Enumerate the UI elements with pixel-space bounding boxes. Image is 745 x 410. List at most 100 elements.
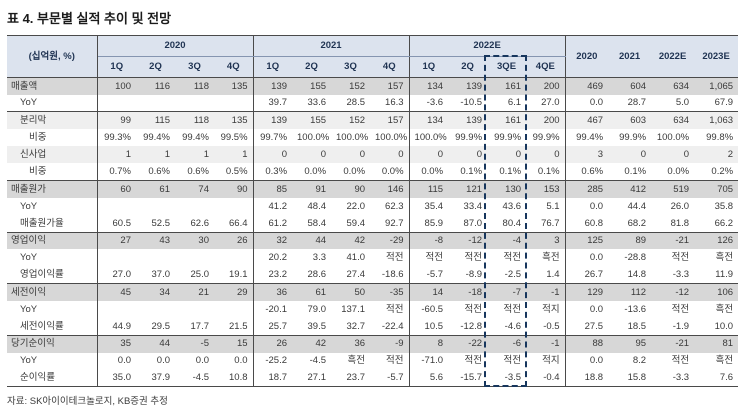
value-cell: 1.4 — [526, 266, 566, 284]
value-cell: -22 — [448, 334, 488, 353]
value-cell — [214, 94, 254, 112]
value-cell: 66.4 — [214, 215, 254, 233]
value-cell: 0.0 — [589, 97, 604, 109]
value-cell: 32.7 — [346, 320, 366, 332]
value-cell: 44.4 — [627, 200, 647, 212]
value-cell: 634 — [651, 111, 695, 130]
value-cell: 15.8 — [627, 372, 647, 384]
value-cell: -1 — [526, 283, 566, 301]
row-label: 당기순이익 — [7, 334, 98, 353]
value-cell: 33.6 — [307, 97, 327, 109]
value-cell: 157 — [370, 76, 410, 95]
col-header-2022e-3qe: 3QE — [487, 56, 527, 78]
table-row: 영업이익 27 43 30 26 32 44 42 -29 -8 -12 -4 3 125 89 -21 126 — [7, 231, 739, 250]
value-cell: 0.3% — [265, 166, 288, 178]
value-cell: 99.8% — [706, 131, 734, 143]
value-cell: 35.4 — [424, 200, 444, 212]
row-label: 비중 — [7, 129, 98, 147]
value-cell: 37.9 — [151, 372, 171, 384]
row-label: 매출액 — [7, 76, 98, 95]
value-cell: 19.1 — [214, 266, 254, 284]
value-cell: 43 — [136, 231, 175, 250]
value-cell: -12.8 — [460, 320, 483, 332]
value-cell: 99.3% — [104, 131, 131, 143]
value-cell: -60.5 — [421, 303, 444, 315]
value-cell: 흑전 — [715, 303, 734, 315]
value-cell: -18.6 — [370, 266, 410, 284]
value-cell: 16.3 — [370, 94, 410, 112]
value-cell: 21 — [175, 283, 214, 301]
value-cell: 33.4 — [463, 200, 483, 212]
row-label: 영업이익 — [7, 231, 98, 250]
year-group-2020: 2020 — [97, 35, 254, 57]
value-cell: 92.7 — [370, 215, 410, 233]
value-cell: 118 — [175, 111, 214, 130]
table-row: 순이익률 35.0 37.9 -4.5 10.8 18.7 27.1 23.7 -5.7 5.6 -… — [7, 369, 738, 387]
value-cell: 200 — [526, 76, 566, 95]
value-cell: -7 — [487, 283, 527, 301]
value-cell: 99.9% — [455, 131, 483, 143]
table-row: 세전이익 45 34 21 29 36 61 50 -35 14 -18 -7 -1 129 112 -12 1… — [7, 283, 739, 301]
value-cell: 41.0 — [346, 252, 366, 264]
table-row: 매출액 100 116 118 135 139 155 152 157 134 139 161 200 4… — [7, 76, 739, 95]
value-cell: -18 — [448, 283, 488, 301]
value-cell: 27 — [97, 231, 136, 250]
value-cell: -3.6 — [426, 97, 444, 109]
value-cell: 25.7 — [268, 320, 288, 332]
value-cell: 134 — [409, 76, 449, 95]
row-label: YoY — [7, 94, 98, 112]
col-header-2020-2q: 2Q — [136, 56, 175, 78]
value-cell: 126 — [694, 231, 739, 250]
value-cell: 적전 — [370, 249, 410, 267]
value-cell: 99.9% — [619, 131, 647, 143]
value-cell: 0.2% — [711, 166, 734, 178]
value-cell: 116 — [136, 76, 175, 95]
value-cell: 99.4% — [576, 131, 604, 143]
value-cell: 적전 — [503, 252, 522, 264]
col-header-2022e-4qe: 4QE — [526, 56, 566, 78]
value-cell: 115 — [409, 180, 449, 198]
value-cell: 0.0% — [667, 166, 690, 178]
value-cell: 1 — [214, 146, 254, 164]
value-cell: 5.6 — [429, 372, 444, 384]
value-cell: 74 — [175, 180, 214, 198]
value-cell: 적전 — [370, 352, 410, 370]
value-cell: 적전 — [671, 252, 690, 264]
value-cell — [175, 95, 214, 112]
table-row: 영업이익률 27.0 37.0 25.0 19.1 23.2 28.6 27.4 -18.6 -5… — [7, 266, 738, 284]
value-cell: 85 — [253, 180, 293, 198]
value-cell: 44 — [136, 334, 175, 353]
value-cell: 52.5 — [151, 217, 171, 229]
header-row-years: (십억원, %) 2020 2021 2022E 2020 2021 2022E… — [7, 35, 739, 78]
value-cell: 135 — [214, 111, 254, 130]
row-label: YoY — [7, 249, 98, 267]
value-cell: 적전 — [370, 300, 410, 319]
value-cell: -10.5 — [460, 97, 483, 109]
value-cell: 87.0 — [463, 217, 483, 229]
value-cell: 152 — [331, 111, 371, 130]
value-cell: 467 — [565, 111, 609, 130]
value-cell: 6.1 — [507, 97, 522, 109]
row-label: 세전이익률 — [7, 318, 98, 336]
value-cell: 0.0 — [589, 200, 604, 212]
value-cell: 21.5 — [214, 318, 254, 336]
value-cell: 705 — [694, 180, 739, 198]
value-cell: 48.4 — [307, 200, 327, 212]
value-cell: 0 — [253, 146, 293, 164]
value-cell: 99.5% — [214, 129, 254, 147]
value-cell: -1 — [526, 334, 566, 353]
value-cell: 27.4 — [346, 269, 366, 281]
value-cell: 60.8 — [584, 217, 604, 229]
row-label: YoY — [7, 197, 98, 215]
value-cell: 1 — [136, 146, 175, 164]
value-cell: 112 — [608, 283, 652, 301]
value-cell: 0 — [487, 146, 527, 164]
value-cell: -5 — [175, 334, 214, 353]
value-cell: 0.1% — [526, 163, 566, 181]
value-cell: -4.6 — [504, 320, 522, 332]
value-cell: 125 — [565, 231, 609, 250]
table-row: 매출원가율 60.5 52.5 62.6 66.4 61.2 58.4 59.4 92.7 85.… — [7, 215, 738, 233]
row-label: 매출원가율 — [7, 215, 98, 233]
value-cell: 28.5 — [346, 97, 366, 109]
